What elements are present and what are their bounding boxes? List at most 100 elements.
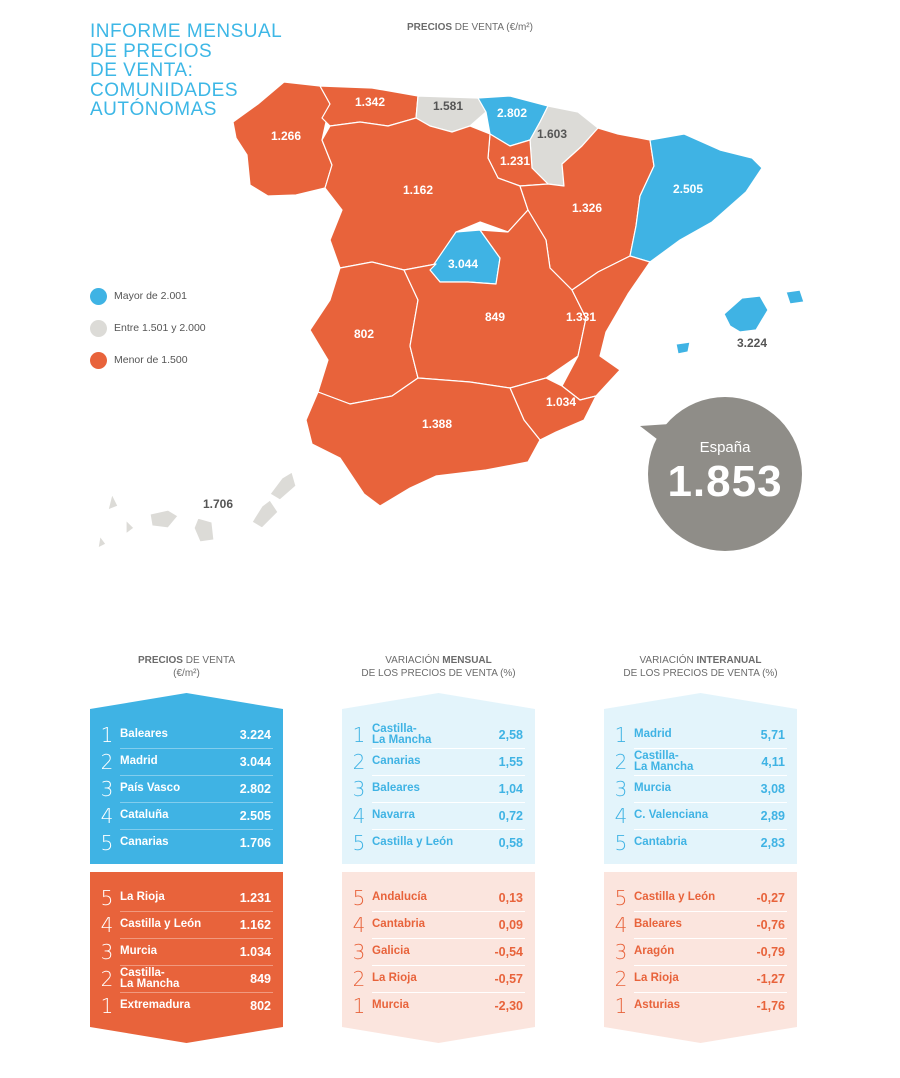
legend-dot-orange (90, 351, 107, 369)
ranking-row: 4 Baleares -0,76 (604, 911, 797, 938)
ranking-value: -0,27 (756, 890, 786, 905)
ranking-value: 0,58 (498, 835, 523, 850)
ranking-position: 3 (352, 776, 366, 801)
ranking-value: 3,08 (760, 781, 785, 796)
region-value-andalucia: 1.388 (422, 417, 452, 431)
region-value-c-valenciana: 1.331 (566, 310, 596, 324)
ranking-value: 2,83 (760, 835, 785, 850)
ranking-region: Canarias (120, 836, 169, 848)
ranking-region: Cantabria (372, 918, 426, 930)
ranking-position: 5 (100, 885, 114, 910)
ranking-row: 5 La Rioja 1.231 (90, 884, 283, 911)
ranking-region: Baleares (634, 918, 682, 930)
ranking-region: Madrid (634, 728, 672, 740)
ranking-position: 2 (100, 749, 114, 774)
ranking-row: 2 La Rioja -0,57 (342, 965, 535, 992)
ranking-value: -1,76 (756, 998, 786, 1013)
ranking-row: 5 Cantabria 2,83 (604, 829, 797, 856)
ranking-row: 5 Andalucía 0,13 (342, 884, 535, 911)
ranking-position: 4 (100, 912, 114, 937)
ranking-value: 2.802 (239, 781, 271, 796)
ranking-row: 2 La Rioja -1,27 (604, 965, 797, 992)
region-c-valenciana (561, 255, 651, 401)
ranking-value: 802 (250, 998, 271, 1013)
ranking-region: Andalucía (372, 891, 427, 903)
region-canarias (97, 471, 297, 549)
panel-cap-top (342, 693, 535, 709)
ranking-region: La Rioja (120, 891, 165, 903)
panel-cap-bottom (604, 1027, 797, 1043)
region-value-baleares: 3.224 (737, 336, 767, 350)
ranking-position: 4 (614, 912, 628, 937)
panel-cap-top (90, 693, 283, 709)
ranking-position: 4 (352, 912, 366, 937)
ranking-region: C. Valenciana (634, 809, 709, 821)
ranking-value: -0,54 (494, 944, 524, 959)
ranking-row: 3 Aragón -0,79 (604, 938, 797, 965)
ranking-row: 3 Murcia 1.034 (90, 938, 283, 965)
ranking-position: 5 (614, 885, 628, 910)
ranking-row: 3 Murcia 3,08 (604, 775, 797, 802)
ranking-position: 2 (352, 966, 366, 991)
ranking-value: 2,89 (760, 808, 785, 823)
ranking-position: 5 (352, 885, 366, 910)
ranking-region: Navarra (372, 809, 415, 821)
ranking-region: Castilla y León (120, 918, 202, 930)
region-baleares (675, 289, 805, 355)
ranking-row: 1 Murcia -2,30 (342, 992, 535, 1019)
ranking-row: 2 Castilla- La Mancha 849 (90, 965, 283, 992)
ranking-value: 1.162 (239, 917, 271, 932)
ranking-panel-bottom: 5 Castilla y León -0,27 4 Baleares -0,76 3 Arag… (604, 872, 797, 1027)
ranking-region: Aragón (634, 945, 675, 957)
ranking-value: -0,79 (756, 944, 786, 959)
ranking-region: Castilla y León (634, 891, 716, 903)
ranking-value: -2,30 (494, 998, 524, 1013)
ranking-region: País Vasco (120, 782, 181, 794)
ranking-row: 1 Madrid 5,71 (604, 721, 797, 748)
ranking-value: 0,09 (498, 917, 523, 932)
ranking-position: 3 (352, 939, 366, 964)
legend-dot-blue (90, 287, 107, 305)
ranking-position: 5 (614, 830, 628, 855)
ranking-row: 1 Extremadura 802 (90, 992, 283, 1019)
region-value-canarias: 1.706 (203, 497, 233, 511)
region-value-cantabria: 1.581 (433, 99, 463, 113)
bubble-pointer (640, 424, 670, 446)
spain-average-bubble: España 1.853 (648, 397, 802, 551)
ranking-position: 1 (100, 993, 114, 1018)
region-value-pais-vasco: 2.802 (497, 106, 527, 120)
ranking-position: 2 (614, 749, 628, 774)
region-andalucia (305, 377, 541, 507)
legend-item-mid: Entre 1.501 y 2.000 (90, 312, 206, 344)
ranking-row: 2 Castilla- La Mancha 4,11 (604, 748, 797, 775)
ranking-row: 2 Madrid 3.044 (90, 748, 283, 775)
legend-item-high: Mayor de 2.001 (90, 280, 206, 312)
title-line: DE VENTA: (90, 60, 194, 81)
ranking-value: 1,55 (498, 754, 523, 769)
ranking-panel-bottom: 5 La Rioja 1.231 4 Castilla y León 1.162 3 Murc… (90, 872, 283, 1027)
ranking-value: 4,11 (761, 754, 785, 769)
ranking-row: 1 Baleares 3.224 (90, 721, 283, 748)
region-value-murcia: 1.034 (546, 395, 576, 409)
ranking-row: 5 Castilla y León -0,27 (604, 884, 797, 911)
map-legend: Mayor de 2.001 Entre 1.501 y 2.000 Menor… (90, 280, 206, 376)
ranking-region: Baleares (120, 728, 168, 740)
region-value-cataluna: 2.505 (673, 182, 703, 196)
ranking-panel-top: 1 Baleares 3.224 2 Madrid 3.044 3 País Vasco 2.8… (90, 709, 283, 864)
region-value-navarra: 1.603 (537, 127, 567, 141)
ranking-row: 1 Asturias -1,76 (604, 992, 797, 1019)
ranking-region: Castilla- La Mancha (372, 722, 432, 746)
column-title: VARIACIÓN MENSUAL DE LOS PRECIOS DE VENTA… (361, 655, 516, 679)
ranking-value: 1.231 (239, 890, 271, 905)
legend-label: Menor de 1.500 (114, 354, 188, 366)
ranking-position: 4 (352, 803, 366, 828)
ranking-region: Castilla- La Mancha (634, 749, 694, 773)
ranking-position: 1 (352, 722, 366, 747)
ranking-position: 3 (100, 776, 114, 801)
ranking-region: Extremadura (120, 999, 191, 1011)
ranking-region: Baleares (372, 782, 420, 794)
spain-map: 1.266 1.342 1.581 2.802 1.603 1.231 1.162 1.326… (97, 81, 805, 549)
ranking-position: 3 (614, 939, 628, 964)
region-value-castilla-la-mancha: 849 (485, 310, 505, 324)
ranking-position: 2 (352, 749, 366, 774)
